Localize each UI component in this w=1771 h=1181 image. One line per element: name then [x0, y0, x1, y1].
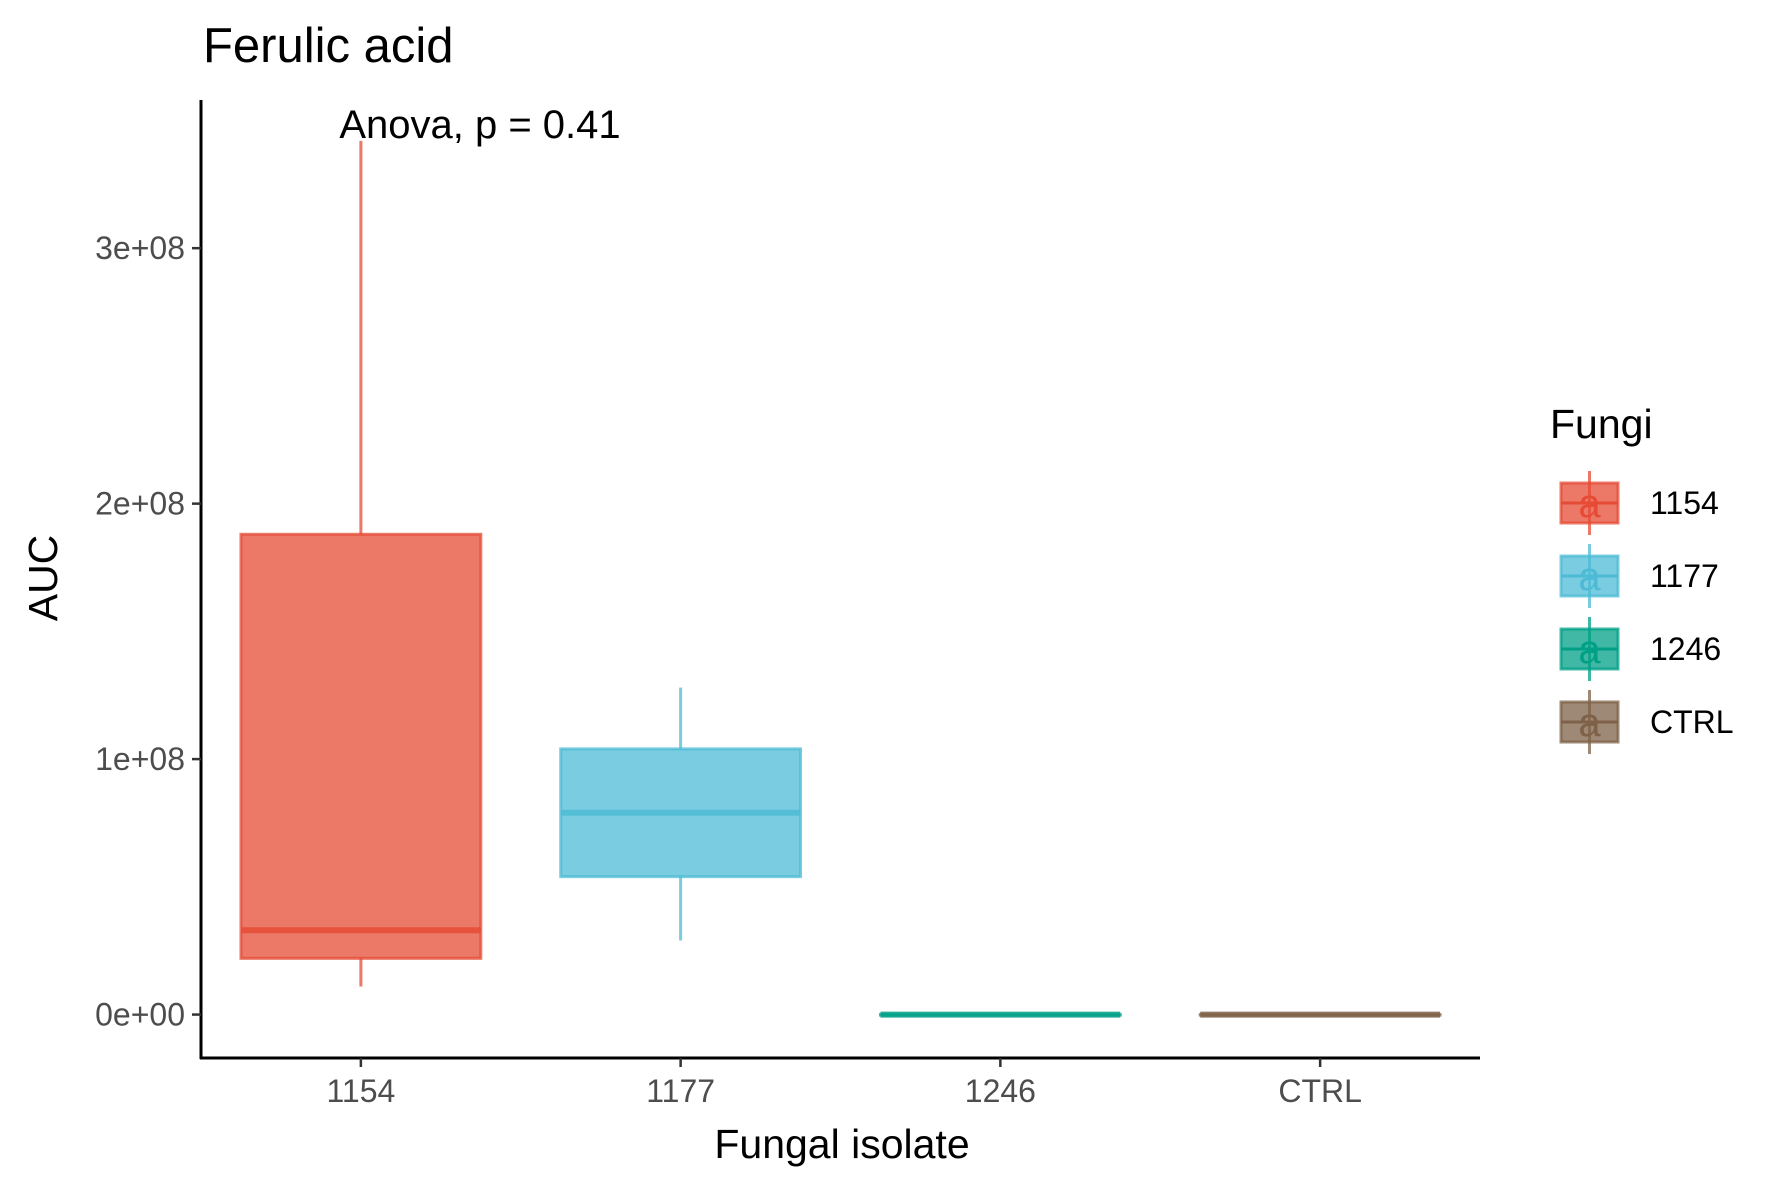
legend-item-1177: a 1177	[1559, 544, 1719, 608]
legend-item-1154: a 1154	[1559, 471, 1719, 535]
legend: Fungi a 1154 a 1177 a 1246 a CTRL	[1550, 401, 1734, 754]
y-tick-label: 0e+00	[95, 997, 185, 1033]
legend-title: Fungi	[1550, 401, 1653, 447]
legend-label: 1154	[1650, 485, 1719, 521]
anova-annotation: Anova, p = 0.41	[339, 103, 620, 147]
x-tick-label: CTRL	[1278, 1073, 1362, 1109]
box-1246	[878, 1011, 1122, 1018]
legend-glyph: a	[1578, 701, 1601, 745]
box-1154	[239, 140, 483, 987]
y-tick-label: 3e+08	[95, 230, 185, 266]
x-tick-label: 1246	[965, 1073, 1036, 1109]
x-axis-title: Fungal isolate	[714, 1121, 969, 1167]
legend-glyph: a	[1578, 555, 1601, 599]
box-CTRL	[1198, 1011, 1442, 1018]
y-tick-label: 2e+08	[95, 486, 185, 522]
y-axis-title: AUC	[20, 535, 66, 622]
legend-label: 1246	[1650, 631, 1721, 667]
x-tick-label: 1154	[326, 1073, 395, 1109]
legend-label: 1177	[1650, 558, 1719, 594]
chart-title: Ferulic acid	[203, 19, 454, 73]
legend-glyph: a	[1578, 482, 1601, 526]
legend-item-1246: a 1246	[1559, 617, 1721, 681]
y-tick-label: 1e+08	[95, 741, 185, 777]
x-tick-label: 1177	[646, 1073, 715, 1109]
legend-label: CTRL	[1650, 704, 1734, 740]
box-iqr	[239, 532, 483, 960]
plot-area	[239, 140, 1442, 1018]
box-1177	[559, 687, 803, 941]
legend-item-CTRL: a CTRL	[1559, 690, 1734, 754]
legend-glyph: a	[1578, 628, 1601, 672]
axes: 0e+00 1e+08 2e+08 3e+08 1154 1177 1246 CTRL	[95, 100, 1480, 1109]
